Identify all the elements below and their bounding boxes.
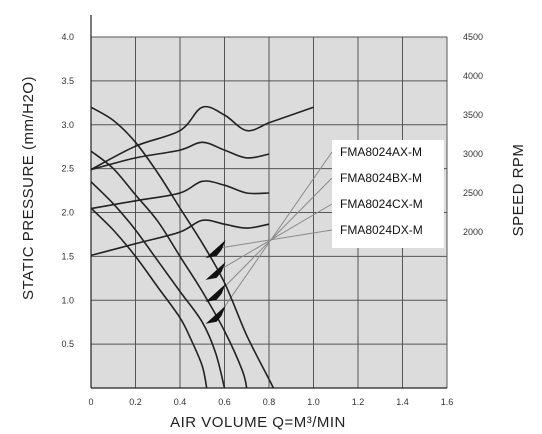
x-tick-label: 0 — [88, 397, 93, 407]
series-label: FMA8024AX-M — [340, 145, 422, 159]
y2-axis-title: SPEED RPM — [510, 144, 527, 237]
y2-tick-label: 2500 — [463, 188, 483, 198]
arrow-marker — [205, 240, 226, 258]
x-tick-label: 0.4 — [174, 397, 187, 407]
pressure-curve — [90, 207, 208, 389]
x-tick-label: 1.0 — [307, 397, 320, 407]
y-tick-label: 3.5 — [61, 76, 74, 86]
y2-tick-label: 4500 — [463, 32, 483, 42]
arrow-marker — [205, 305, 226, 324]
model-labels: FMA8024DX-M FMA8024CX-M FMA8024BX-M FMA8024… — [332, 140, 444, 248]
series-label: FMA8024DX-M — [340, 223, 423, 237]
y-tick-label: 2.5 — [61, 164, 74, 174]
x-tick-label: 1.2 — [352, 397, 365, 407]
y2-tick-label: 3500 — [463, 110, 483, 120]
y-axis-title: STATIC PRESSURE (mm/H2O) — [20, 76, 37, 300]
arrow-markers — [205, 240, 226, 324]
y-tick-label: 1.5 — [61, 251, 74, 261]
series-label: FMA8024CX-M — [340, 197, 423, 211]
grid-lines — [90, 15, 448, 389]
x-tick-label: 1.6 — [441, 397, 454, 407]
x-tick-label: 0.6 — [218, 397, 231, 407]
y-tick-labels: 0.5 1.0 1.5 2.0 2.5 3.0 3.5 4.0 — [61, 32, 74, 349]
x-tick-label: 0.2 — [129, 397, 142, 407]
curves-group — [90, 105, 314, 389]
pressure-curve — [90, 150, 248, 389]
x-tick-label: 0.8 — [263, 397, 276, 407]
x-axis-title: AIR VOLUME Q=M³/MIN — [170, 414, 346, 431]
pressure-curve — [90, 181, 226, 389]
y-tick-label: 0.5 — [61, 339, 74, 349]
y-tick-label: 3.0 — [61, 120, 74, 130]
speed-curve — [90, 180, 270, 210]
y2-tick-label: 2000 — [463, 227, 483, 237]
x-tick-labels: 0 0.2 0.4 0.6 0.8 1.0 1.2 1.4 1.6 — [88, 397, 453, 407]
arrow-marker — [205, 283, 226, 302]
labels-backdrop — [332, 140, 444, 248]
y2-tick-label: 4000 — [463, 71, 483, 81]
label-leader-lines — [219, 151, 333, 315]
arrow-marker — [205, 261, 226, 280]
y-tick-label: 2.0 — [61, 208, 74, 218]
leader-line — [219, 229, 333, 249]
speed-curve — [90, 141, 270, 171]
leader-line — [219, 203, 333, 271]
x-tick-label: 1.4 — [396, 397, 409, 407]
y-tick-label: 1.0 — [61, 295, 74, 305]
leader-line — [219, 177, 333, 293]
y2-tick-labels: 2000 2500 3000 3500 4000 4500 — [463, 32, 483, 237]
series-label: FMA8024BX-M — [340, 171, 422, 185]
speed-curve — [90, 105, 314, 171]
y-tick-label: 4.0 — [61, 32, 74, 42]
y2-tick-label: 3000 — [463, 149, 483, 159]
leader-line — [219, 151, 333, 315]
speed-curve — [90, 219, 270, 257]
